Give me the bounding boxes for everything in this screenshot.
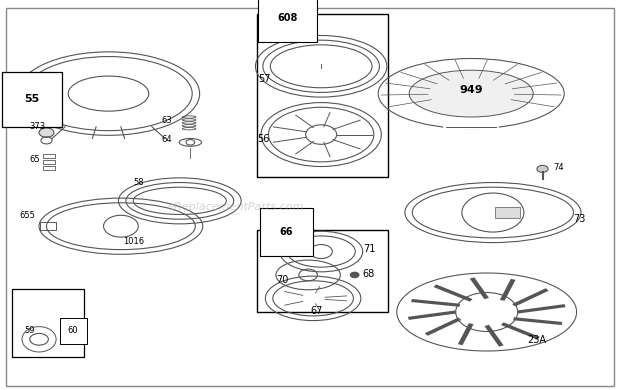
Text: 71: 71 xyxy=(363,243,375,254)
Text: 373: 373 xyxy=(30,122,46,131)
Text: 73: 73 xyxy=(574,214,586,224)
FancyArrow shape xyxy=(470,277,489,299)
Circle shape xyxy=(350,272,359,278)
Text: 55: 55 xyxy=(25,94,40,105)
FancyArrow shape xyxy=(433,284,472,301)
Bar xyxy=(43,160,55,164)
Text: 67: 67 xyxy=(310,305,322,316)
Bar xyxy=(43,154,55,158)
Bar xyxy=(257,230,388,312)
FancyArrow shape xyxy=(500,279,516,301)
Bar xyxy=(43,166,55,170)
Text: 655: 655 xyxy=(20,211,36,220)
FancyArrow shape xyxy=(425,317,461,336)
Text: 74: 74 xyxy=(554,163,564,172)
Text: 1016: 1016 xyxy=(123,237,144,246)
Text: 57: 57 xyxy=(258,74,270,84)
FancyArrow shape xyxy=(458,323,474,345)
Text: eReplacementParts.com: eReplacementParts.com xyxy=(167,202,304,212)
Bar xyxy=(495,207,520,218)
FancyArrow shape xyxy=(484,325,503,347)
Text: 608: 608 xyxy=(278,12,298,23)
Text: 65: 65 xyxy=(30,155,40,164)
Text: 60: 60 xyxy=(68,326,79,335)
FancyArrow shape xyxy=(512,288,549,307)
Text: 949: 949 xyxy=(459,85,483,95)
FancyArrow shape xyxy=(513,317,562,325)
Ellipse shape xyxy=(409,70,533,117)
FancyArrow shape xyxy=(517,304,565,314)
Text: 64: 64 xyxy=(161,135,172,144)
Text: 59: 59 xyxy=(25,326,35,335)
Text: 23A: 23A xyxy=(527,335,546,345)
Bar xyxy=(257,14,388,177)
FancyArrow shape xyxy=(408,310,456,320)
Circle shape xyxy=(39,128,54,137)
FancyArrow shape xyxy=(411,299,460,307)
Text: 56: 56 xyxy=(257,134,269,144)
Text: 63: 63 xyxy=(161,116,172,125)
Text: 58: 58 xyxy=(133,178,144,187)
Circle shape xyxy=(537,165,548,172)
Text: 68: 68 xyxy=(363,269,375,279)
Text: 66: 66 xyxy=(280,227,293,237)
Bar xyxy=(12,289,84,357)
Text: 70: 70 xyxy=(276,275,288,285)
FancyArrow shape xyxy=(501,323,540,340)
